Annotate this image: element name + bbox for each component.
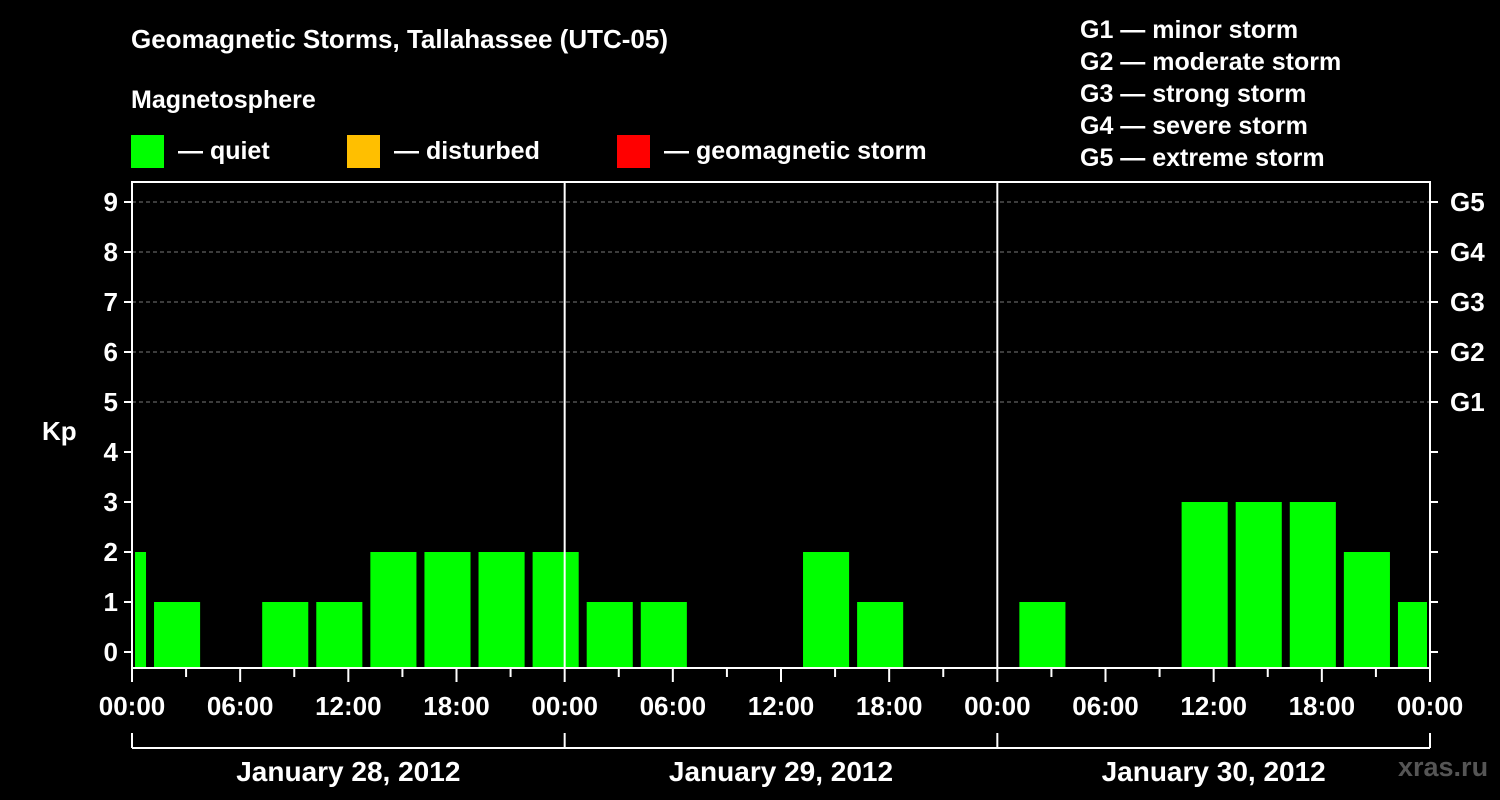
legend-label-quiet: — quiet <box>178 136 270 165</box>
x-tick-label: 18:00 <box>423 691 490 721</box>
legend-label-storm: — geomagnetic storm <box>664 136 927 165</box>
kp-bar <box>135 552 147 668</box>
kp-bar <box>857 602 904 668</box>
kp-bar <box>1181 502 1228 668</box>
day-label: January 30, 2012 <box>1102 756 1326 787</box>
y-tick-label: 0 <box>104 637 118 667</box>
kp-bar <box>1019 602 1066 668</box>
x-tick-label: 12:00 <box>315 691 382 721</box>
kp-bar <box>1397 602 1427 668</box>
x-tick-label: 18:00 <box>1289 691 1356 721</box>
legend-swatch-storm <box>617 134 650 168</box>
x-tick-label: 00:00 <box>531 691 598 721</box>
g-scale-label: G2 <box>1450 337 1485 367</box>
y-axis-label: Kp <box>42 416 77 446</box>
legend-label-disturbed: — disturbed <box>394 136 540 165</box>
storm-scale-g2: G2 — moderate storm <box>1080 48 1342 76</box>
x-tick-label: 06:00 <box>207 691 274 721</box>
kp-bar <box>532 552 579 668</box>
y-tick-label: 9 <box>104 187 118 217</box>
kp-bar <box>640 602 687 668</box>
kp-bar <box>586 602 633 668</box>
kp-bar <box>1289 502 1336 668</box>
g-scale-label: G1 <box>1450 387 1485 417</box>
y-tick-label: 2 <box>104 537 118 567</box>
kp-bar <box>262 602 309 668</box>
legend-item-disturbed: — disturbed <box>347 134 540 168</box>
y-tick-label: 7 <box>104 287 118 317</box>
x-tick-label: 06:00 <box>1072 691 1139 721</box>
x-tick-label: 00:00 <box>964 691 1031 721</box>
day-label: January 29, 2012 <box>669 756 893 787</box>
g-scale-label: G4 <box>1450 237 1485 267</box>
legend-item-storm: — geomagnetic storm <box>617 134 927 168</box>
legend-swatch-disturbed <box>347 134 380 168</box>
storm-scale-g5: G5 — extreme storm <box>1080 144 1325 172</box>
g-scale-label: G3 <box>1450 287 1485 317</box>
g-scale-label: G5 <box>1450 187 1485 217</box>
kp-bar <box>316 602 363 668</box>
x-tick-label: 00:00 <box>99 691 166 721</box>
kp-bar <box>803 552 850 668</box>
y-tick-label: 1 <box>104 587 118 617</box>
y-tick-label: 6 <box>104 337 118 367</box>
x-tick-label: 00:00 <box>1397 691 1464 721</box>
x-tick-label: 18:00 <box>856 691 923 721</box>
y-tick-label: 5 <box>104 387 118 417</box>
storm-scale-list: G1 — minor storm G2 — moderate storm G3 … <box>1080 14 1341 174</box>
y-tick-label: 4 <box>104 437 119 467</box>
chart-subtitle: Magnetosphere <box>131 86 316 114</box>
day-label: January 28, 2012 <box>236 756 460 787</box>
kp-bar <box>478 552 525 668</box>
x-tick-label: 06:00 <box>640 691 707 721</box>
kp-bar <box>370 552 417 668</box>
kp-bar <box>1343 552 1390 668</box>
legend-swatch-quiet <box>131 134 164 168</box>
kp-bar <box>424 552 471 668</box>
kp-bar <box>1235 502 1282 668</box>
storm-scale-g4: G4 — severe storm <box>1080 112 1308 140</box>
y-tick-label: 3 <box>104 487 118 517</box>
legend-item-quiet: — quiet <box>131 134 270 168</box>
watermark: xras.ru <box>1398 752 1489 782</box>
storm-scale-g3: G3 — strong storm <box>1080 80 1307 108</box>
y-tick-label: 8 <box>104 237 118 267</box>
plot-frame <box>131 181 1431 669</box>
chart-title: Geomagnetic Storms, Tallahassee (UTC-05) <box>131 24 669 54</box>
storm-scale-g1: G1 — minor storm <box>1080 16 1299 44</box>
x-tick-label: 12:00 <box>1180 691 1247 721</box>
x-tick-label: 12:00 <box>748 691 815 721</box>
kp-bar <box>154 602 201 668</box>
